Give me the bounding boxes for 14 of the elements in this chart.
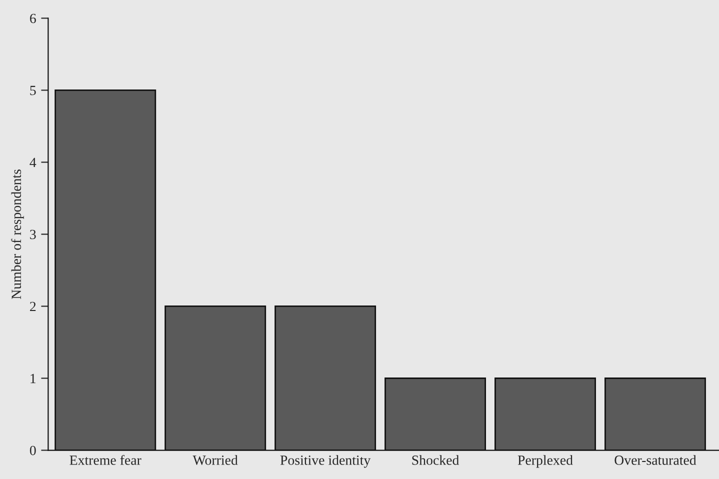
y-tick-label: 5 [30, 86, 36, 96]
y-tick-label: 6 [30, 14, 36, 24]
y-tick-label: 2 [30, 302, 36, 312]
y-axis-title: Number of respondents [11, 170, 24, 300]
y-tick-label: 4 [30, 158, 36, 168]
x-tick-label: Worried [192, 455, 238, 465]
y-tick-label: 1 [30, 374, 36, 384]
x-tick-label: Over-saturated [614, 455, 696, 465]
x-tick-label: Perplexed [518, 455, 573, 468]
y-tick-label: 0 [30, 446, 36, 456]
x-tick-label: Positive identity [280, 455, 371, 468]
y-tick-label: 3 [30, 230, 36, 240]
x-tick-label: Extreme fear [70, 454, 142, 465]
x-tick-label: Shocked [412, 455, 460, 465]
